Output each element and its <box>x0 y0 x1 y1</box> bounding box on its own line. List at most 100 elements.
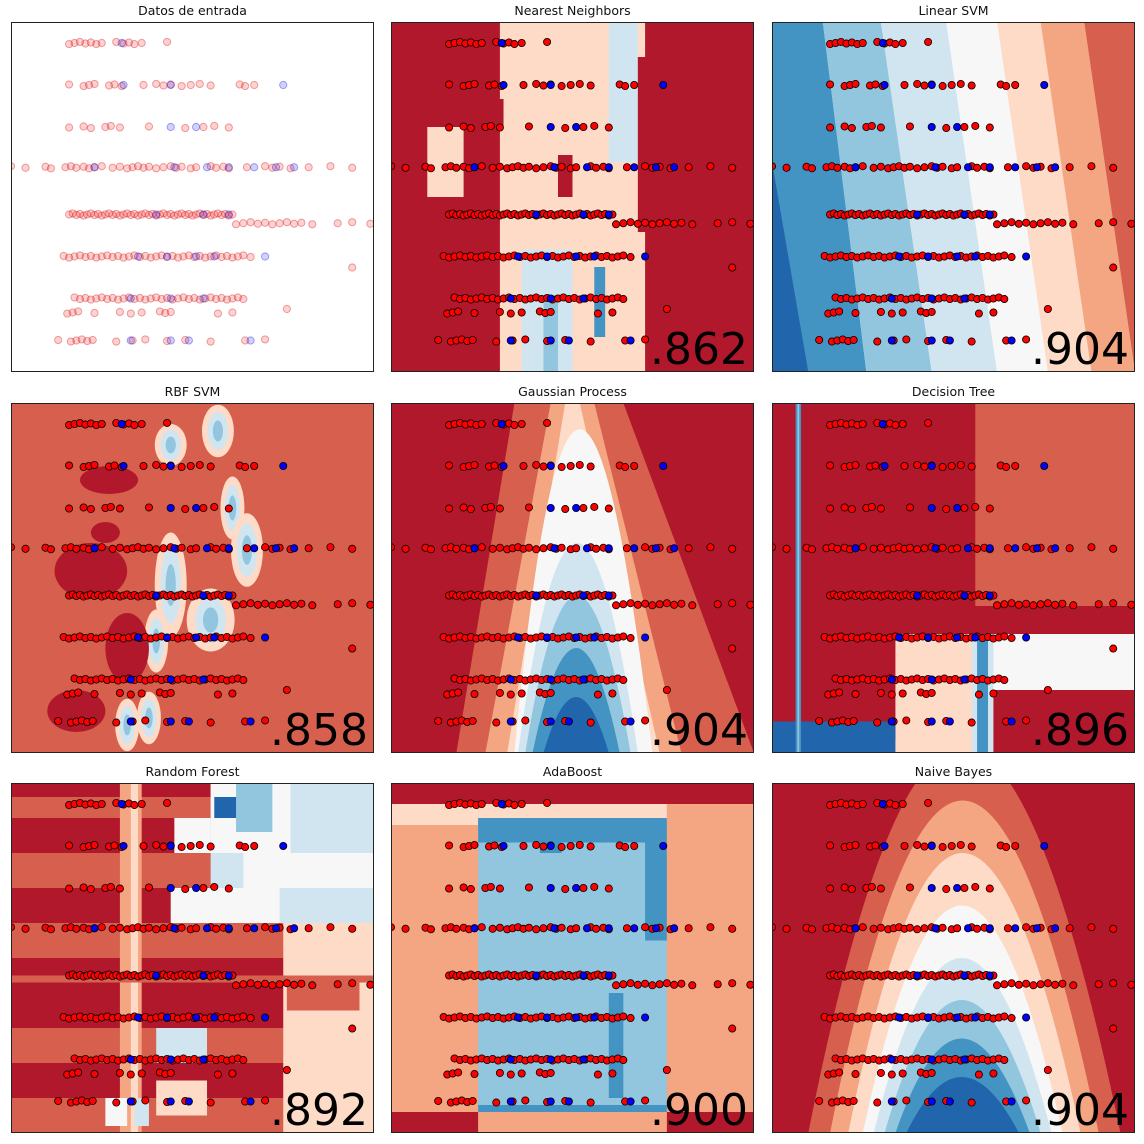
data-point-red <box>177 209 186 218</box>
data-point-blue <box>224 544 233 553</box>
data-point-red <box>103 294 112 304</box>
data-point-red <box>162 37 172 47</box>
data-point-red <box>192 544 201 553</box>
data-point-red <box>1022 979 1031 988</box>
data-point-blue <box>960 294 969 303</box>
data-point-red <box>79 122 88 131</box>
data-point-red <box>333 980 342 989</box>
data-point-red <box>130 421 139 430</box>
data-point-blue <box>166 462 175 471</box>
data-point-red <box>495 307 504 316</box>
data-point-red <box>902 1096 911 1105</box>
data-point-blue <box>913 591 922 600</box>
data-point-red <box>993 981 1002 990</box>
data-point-red <box>126 210 135 220</box>
data-point-blue <box>117 419 126 428</box>
data-point-red <box>621 463 630 472</box>
data-point-blue <box>931 924 940 933</box>
data-point-red <box>470 840 479 849</box>
data-point-blue <box>499 81 508 90</box>
data-point-red <box>1043 599 1052 608</box>
data-point-red <box>1127 219 1135 228</box>
data-point-red <box>159 924 168 933</box>
decision-surface-plot: .892 <box>11 783 374 1133</box>
data-point-blue <box>604 544 613 553</box>
data-point-red <box>826 504 835 513</box>
data-point-red <box>974 1070 983 1079</box>
data-point-red <box>239 1012 248 1021</box>
data-point-red <box>626 979 635 988</box>
data-point-red <box>641 1096 650 1105</box>
data-point-red <box>246 599 255 608</box>
data-point-red <box>557 843 566 852</box>
data-point-red <box>348 263 357 272</box>
data-point-red <box>155 210 164 219</box>
data-point-red <box>228 294 237 303</box>
data-point-red <box>960 123 969 132</box>
data-point-red <box>495 688 504 697</box>
data-point-red <box>217 252 226 262</box>
data-point-red <box>557 923 566 932</box>
data-point-red <box>224 164 233 173</box>
data-point-red <box>195 460 204 469</box>
data-point-red <box>490 461 499 470</box>
data-point-blue <box>579 210 588 219</box>
data-point-red <box>1043 218 1052 227</box>
data-point-red <box>155 307 164 316</box>
data-point-red <box>64 253 74 262</box>
data-point-red <box>858 38 867 47</box>
data-point-red <box>677 599 686 608</box>
data-point-red <box>586 1098 595 1107</box>
data-point-red <box>290 980 299 989</box>
data-point-blue <box>945 1097 954 1106</box>
plot-area <box>11 22 374 372</box>
data-point-red <box>348 163 357 172</box>
data-point-blue <box>960 1055 969 1064</box>
data-point-red <box>626 1014 635 1023</box>
data-point-red <box>181 210 190 220</box>
data-point-red <box>826 80 835 89</box>
data-point-red <box>1022 335 1031 344</box>
data-point-red <box>97 38 106 48</box>
data-point-red <box>519 842 528 851</box>
data-point-red <box>621 82 630 91</box>
data-point-red <box>1022 599 1031 608</box>
data-point-blue <box>133 252 143 261</box>
data-point-red <box>728 924 737 933</box>
data-point-blue <box>931 163 940 172</box>
data-point-red <box>586 81 595 90</box>
data-point-red <box>706 543 715 552</box>
data-point-red <box>213 690 222 699</box>
data-point-red <box>876 543 885 552</box>
data-point-blue <box>579 591 588 600</box>
data-point-red <box>79 81 88 91</box>
data-point-red <box>519 81 528 90</box>
data-point-red <box>173 294 183 303</box>
data-point-red <box>728 544 737 553</box>
data-point-red <box>97 211 106 220</box>
data-point-red <box>177 923 186 932</box>
data-point-red <box>75 37 85 47</box>
region <box>666 804 754 1133</box>
data-point-red <box>72 163 81 172</box>
data-point-red <box>539 81 548 90</box>
data-point-red <box>186 80 195 90</box>
data-point-red <box>833 163 842 172</box>
classifier-panel: Decision Tree .896 <box>772 381 1135 753</box>
data-point-blue <box>290 924 299 933</box>
data-point-red <box>64 80 74 89</box>
data-point-blue <box>641 633 650 642</box>
data-point-red <box>920 462 929 471</box>
data-point-red <box>858 923 867 932</box>
region <box>557 155 573 197</box>
data-point-red <box>177 81 186 91</box>
data-point-red <box>64 39 74 49</box>
data-point-red <box>826 123 835 132</box>
decision-surface <box>11 783 374 1133</box>
data-point-red <box>947 842 956 851</box>
region <box>772 22 867 372</box>
data-point-red <box>86 38 95 47</box>
data-point-red <box>641 218 650 227</box>
data-point-red <box>46 545 55 554</box>
data-point-red <box>519 462 528 471</box>
